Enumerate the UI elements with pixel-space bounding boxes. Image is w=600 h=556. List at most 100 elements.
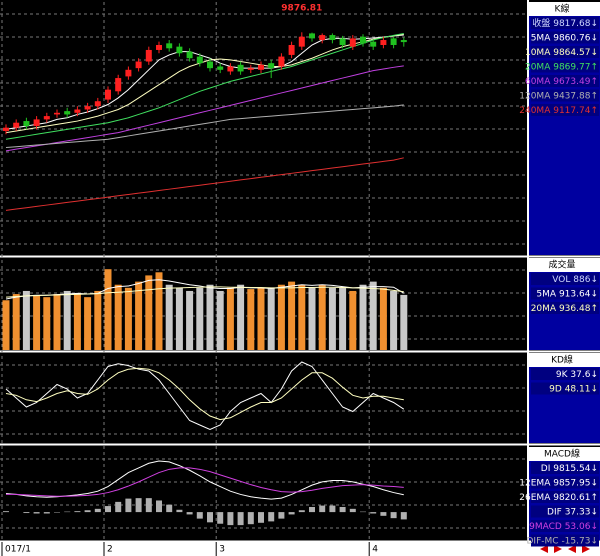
legend-row-bg bbox=[531, 75, 599, 87]
macd-bar bbox=[186, 512, 193, 515]
legend-title-bar bbox=[529, 447, 600, 461]
legend-arrow: ↓ bbox=[590, 19, 598, 29]
candle-body bbox=[105, 89, 111, 100]
legend-title: KD線 bbox=[551, 354, 573, 366]
candle-body bbox=[288, 44, 295, 55]
legend-row: 20MA 9869.77↑ bbox=[525, 62, 598, 72]
legend-value: 37.6 bbox=[570, 370, 590, 380]
macd-bar bbox=[217, 512, 224, 524]
candle-body bbox=[94, 101, 101, 107]
candle-body bbox=[278, 56, 285, 67]
legend-value: 9857.95 bbox=[553, 478, 590, 488]
macd-bar bbox=[74, 511, 81, 513]
legend-arrow: ↑ bbox=[590, 493, 598, 503]
volume-bar bbox=[359, 284, 367, 350]
macd-bar bbox=[227, 512, 234, 526]
volume-bar bbox=[379, 287, 387, 350]
candle-body bbox=[247, 68, 254, 70]
legend-row: 60MA 9673.49↑ bbox=[525, 77, 598, 87]
legend-arrow: ↑ bbox=[590, 77, 598, 87]
candle-body bbox=[390, 38, 397, 45]
legend-value: 53.06 bbox=[565, 522, 591, 532]
legend-name: 20MA bbox=[531, 304, 557, 314]
ma-line bbox=[5, 157, 404, 211]
volume-bar bbox=[400, 294, 408, 350]
volume-bar bbox=[226, 287, 234, 350]
legend-row-bg bbox=[531, 287, 599, 300]
legend-name: 9D bbox=[549, 384, 562, 394]
macd-bar bbox=[105, 506, 111, 513]
legend-value: -15.73 bbox=[561, 536, 590, 546]
candle-body bbox=[3, 127, 9, 131]
legend-row: 9D 48.11↓ bbox=[549, 384, 598, 394]
nav-arrow[interactable] bbox=[554, 545, 562, 553]
macd-bar bbox=[23, 512, 30, 514]
legend-name: VOL bbox=[552, 275, 570, 285]
candle-body bbox=[33, 119, 40, 127]
legend-value: 9117.74 bbox=[553, 106, 590, 116]
volume-bar bbox=[104, 269, 112, 350]
legend-row-bg bbox=[531, 60, 599, 73]
macd-bar bbox=[237, 512, 244, 526]
candle-body bbox=[217, 66, 224, 70]
candle-body bbox=[349, 38, 356, 47]
legend-value: 9860.76 bbox=[553, 33, 590, 43]
ma-line bbox=[6, 467, 404, 497]
nav-arrow[interactable] bbox=[582, 545, 590, 553]
volume-bar bbox=[277, 284, 285, 350]
volume-bar bbox=[318, 284, 326, 350]
ma-line bbox=[5, 33, 404, 134]
legend-arrow: ↓ bbox=[590, 478, 598, 488]
macd-bar bbox=[247, 512, 254, 525]
volume-bar bbox=[22, 290, 30, 350]
legend-row: 26EMA 9820.61↑ bbox=[519, 493, 598, 503]
candle-body bbox=[360, 36, 366, 44]
legend-arrow: ↓ bbox=[590, 507, 598, 517]
candle-body bbox=[319, 35, 326, 41]
legend-row: 5MA 9860.76↓ bbox=[531, 33, 598, 43]
nav-arrow[interactable] bbox=[540, 545, 548, 553]
legend-name: DIF-MC bbox=[527, 536, 559, 546]
nav-arrow[interactable] bbox=[568, 545, 576, 553]
legend-row-bg bbox=[531, 104, 599, 116]
macd-bar bbox=[400, 512, 407, 520]
macd-bar bbox=[176, 509, 183, 513]
legend-arrow: ↓ bbox=[590, 370, 598, 380]
volume-bar bbox=[33, 295, 41, 350]
candle-body bbox=[64, 111, 71, 115]
volume-bar bbox=[298, 284, 306, 350]
candle-body bbox=[166, 43, 173, 49]
macd-bar bbox=[298, 510, 305, 513]
x-tick-label: 2 bbox=[107, 545, 113, 555]
volume-bar bbox=[2, 300, 10, 350]
legend-value: 936.48 bbox=[559, 304, 591, 314]
candle-body bbox=[370, 41, 377, 47]
x-tick-label: 4 bbox=[372, 545, 378, 555]
macd-bar bbox=[43, 512, 50, 514]
macd-bar bbox=[135, 498, 142, 513]
legend-name: 240MA bbox=[519, 106, 551, 116]
volume-bar bbox=[73, 294, 81, 350]
legend-row: 10MA 9864.57↓ bbox=[525, 48, 598, 58]
volume-bar bbox=[196, 287, 204, 350]
panel-bg bbox=[0, 353, 527, 443]
candle-body bbox=[156, 44, 162, 50]
panel-bg bbox=[0, 447, 527, 540]
macd-bar bbox=[156, 500, 162, 513]
candle-body bbox=[400, 40, 407, 43]
volume-bar bbox=[175, 287, 183, 350]
legend-name: 5MA bbox=[536, 289, 556, 299]
legend-title: 成交量 bbox=[548, 259, 575, 271]
volume-bar bbox=[369, 281, 377, 350]
candle-body bbox=[298, 36, 305, 47]
volume-bar bbox=[257, 287, 265, 350]
legend-arrow: ↓ bbox=[590, 33, 598, 43]
legend-name: 收盤 bbox=[532, 17, 550, 29]
volume-bar bbox=[206, 284, 214, 350]
macd-bar bbox=[94, 508, 101, 513]
macd-bar bbox=[390, 512, 397, 519]
candle-body bbox=[329, 35, 336, 41]
legend-name: DIF bbox=[547, 507, 562, 517]
legend-arrow: ↓ bbox=[590, 48, 598, 58]
legend-row: 9K 37.6↓ bbox=[556, 370, 598, 380]
